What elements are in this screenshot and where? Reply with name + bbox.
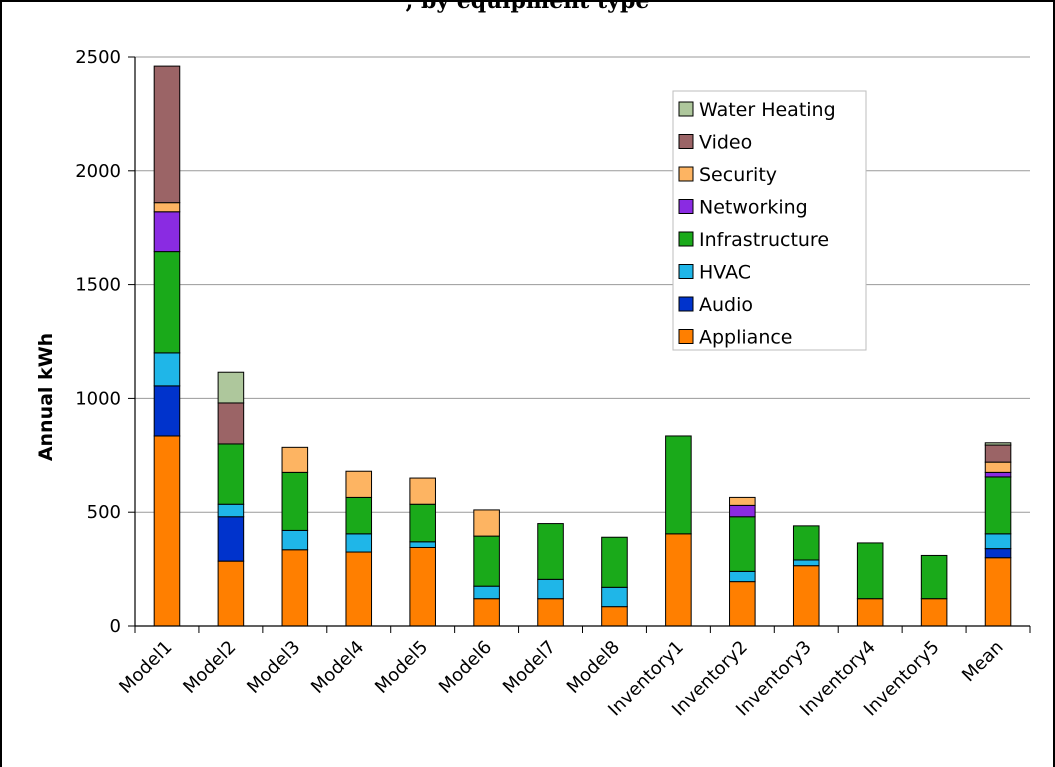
- legend-label: Infrastructure: [699, 229, 829, 251]
- bar-segment: [281, 549, 309, 627]
- legend-swatch: [678, 231, 694, 247]
- legend-label: Video: [699, 132, 752, 154]
- bar-segment: [217, 443, 245, 505]
- bar-segment: [345, 470, 373, 498]
- bar-segment: [217, 402, 245, 445]
- bar-segment: [729, 581, 756, 627]
- x-tick-label: Model4: [307, 637, 368, 698]
- bar-segment: [537, 578, 564, 600]
- bar-segment: [729, 516, 756, 572]
- bar-segment: [537, 598, 564, 627]
- bar-segment: [984, 471, 1012, 478]
- bar-segment: [792, 525, 820, 561]
- bar-segment: [153, 65, 181, 204]
- bar-segment: [153, 352, 181, 387]
- legend-swatch: [678, 296, 694, 312]
- y-tick-label: 0: [110, 616, 121, 637]
- bar-segment: [345, 533, 373, 553]
- x-tick-label: Model6: [435, 637, 496, 698]
- legend-label: Audio: [699, 294, 753, 316]
- bar-segment: [153, 385, 181, 437]
- bar-segment: [729, 496, 756, 506]
- bar-segment: [792, 565, 820, 627]
- bar-segment: [984, 557, 1012, 627]
- bar-segment: [281, 529, 309, 551]
- x-tick-label: Model8: [563, 637, 624, 698]
- bar-segment: [537, 523, 564, 580]
- bar-segment: [345, 496, 373, 535]
- chart-title: , by equipment type: [405, 0, 650, 14]
- legend-swatch: [678, 199, 694, 214]
- bar-segment: [984, 461, 1012, 473]
- x-tick-label: Model5: [371, 637, 432, 698]
- bar-segment: [281, 471, 309, 531]
- bar-segment: [601, 606, 628, 627]
- legend-box: [672, 90, 867, 351]
- bar-segment: [856, 542, 884, 600]
- bar-segment: [409, 503, 436, 543]
- bar-segment: [217, 560, 245, 627]
- bar-segment: [409, 546, 436, 627]
- bar-segment: [729, 570, 756, 583]
- legend-swatch: [678, 134, 694, 149]
- bar-segment: [665, 435, 692, 535]
- bar-segment: [984, 444, 1012, 463]
- bar-segment: [409, 541, 436, 548]
- bar-segment: [153, 251, 181, 354]
- y-tick-labels: 0 500 1000 1500 2000 2500: [75, 47, 121, 637]
- legend-swatch: [678, 329, 694, 344]
- bar-stacks: [153, 65, 1012, 627]
- legend-label: HVAC: [699, 262, 751, 284]
- bar-segment: [281, 446, 309, 473]
- bar-segment: [792, 559, 820, 567]
- x-tick-label: Model3: [243, 637, 304, 698]
- bar-segment: [665, 533, 692, 627]
- bar-segment: [409, 477, 436, 505]
- legend-label: Security: [699, 164, 777, 186]
- bar-segment: [473, 585, 500, 600]
- bar-segment: [153, 435, 181, 627]
- bar-segment: [984, 548, 1012, 559]
- y-tick-label: 500: [87, 502, 121, 523]
- bar-segment: [473, 598, 500, 627]
- bar-segment: [920, 554, 948, 600]
- bar-segment: [153, 211, 181, 253]
- bar-segment: [473, 509, 500, 537]
- bar-segment: [984, 533, 1012, 550]
- bar-segment: [984, 442, 1012, 446]
- bar-segment: [729, 504, 756, 518]
- bar-segment: [217, 503, 245, 518]
- bar-segment: [984, 476, 1012, 535]
- x-tick-label: Model2: [179, 637, 240, 698]
- y-tick-label: 1500: [75, 275, 121, 296]
- legend-swatch: [678, 264, 694, 279]
- legend-label: Networking: [699, 197, 808, 219]
- bar-segment: [217, 516, 245, 562]
- legend-swatch: [678, 101, 694, 117]
- x-tick-label: Mean: [958, 637, 1008, 687]
- legend-label: Appliance: [699, 327, 793, 349]
- bar-segment: [217, 371, 245, 404]
- bar-segment: [920, 598, 948, 627]
- y-tick-label: 2500: [75, 47, 121, 68]
- bar-segment: [856, 598, 884, 627]
- x-tick-label: Model1: [115, 637, 176, 698]
- legend: Water Heating Video Security Networking Infr…: [672, 90, 867, 351]
- gridlines: [135, 56, 1030, 513]
- bar-segment: [345, 551, 373, 627]
- bar-segment: [601, 536, 628, 588]
- x-tick-label: Model7: [499, 637, 560, 698]
- axes: [128, 56, 1031, 633]
- legend-label: Water Heating: [699, 99, 836, 121]
- bar-segment: [473, 535, 500, 587]
- y-tick-label: 1000: [75, 388, 121, 409]
- y-tick-label: 2000: [75, 161, 121, 182]
- y-axis-label: Annual kWh: [35, 333, 57, 461]
- legend-swatch: [678, 166, 694, 182]
- bar-segment: [601, 586, 628, 608]
- bar-segment: [153, 202, 181, 213]
- x-tick-labels: Model1 Model2 Model3 Model4 Model5 Model6 Mode…: [115, 637, 1007, 721]
